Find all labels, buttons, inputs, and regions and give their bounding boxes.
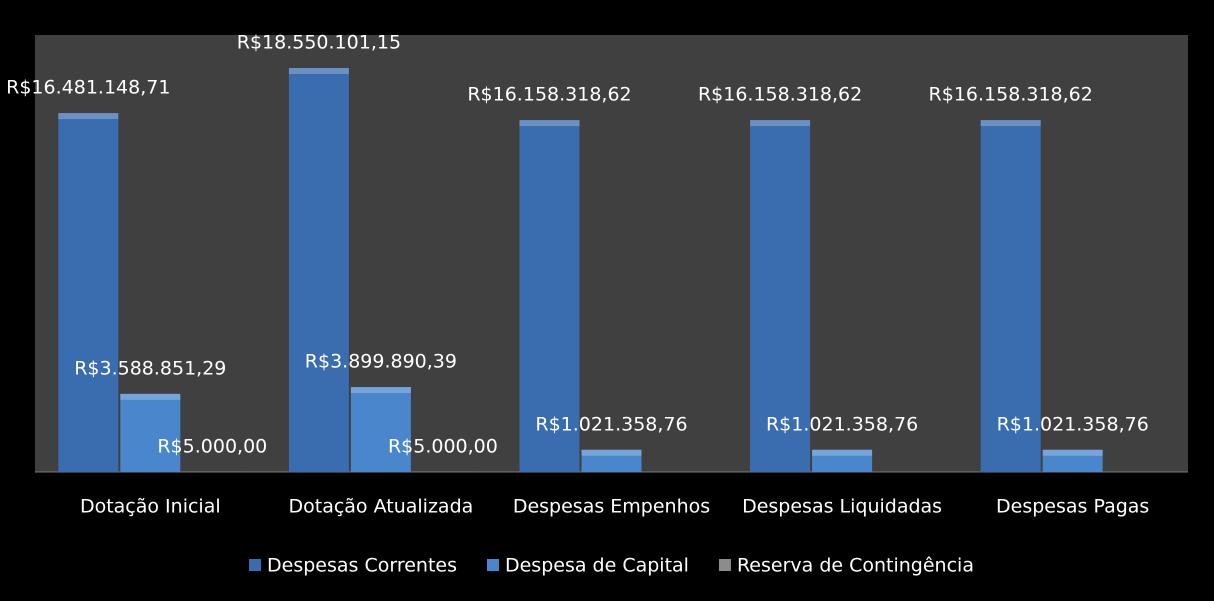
- legend-label: Despesas Correntes: [267, 555, 457, 577]
- bar-bevel: [519, 120, 580, 127]
- data-label: R$16.158.318,62: [698, 84, 862, 106]
- data-label: R$18.550.101,15: [237, 32, 401, 54]
- bar: [980, 120, 1041, 473]
- bar-bevel: [288, 68, 349, 74]
- x-tick-label: Despesas Empenhos: [513, 496, 710, 518]
- bar-bevel: [58, 113, 119, 120]
- x-tick-label: Dotação Inicial: [80, 496, 221, 518]
- bar-bevel: [1042, 449, 1103, 456]
- bar: [812, 449, 873, 472]
- bar-bevel: [812, 449, 873, 456]
- bar: [350, 387, 411, 472]
- legend-label: Reserva de Contingência: [737, 555, 974, 577]
- legend-swatch: [718, 559, 731, 571]
- legend-swatch: [486, 559, 499, 571]
- data-label: R$5.000,00: [157, 435, 267, 457]
- data-label: R$3.899.890,39: [305, 351, 457, 373]
- bar-bevel: [750, 120, 811, 127]
- bar: [120, 393, 181, 472]
- bar-bevel: [350, 387, 411, 394]
- x-tick-label: Despesas Pagas: [996, 496, 1149, 518]
- data-label: R$1.021.358,76: [535, 413, 687, 435]
- x-tick-label: Despesas Liquidadas: [742, 496, 942, 518]
- data-label: R$16.158.318,62: [467, 84, 631, 106]
- bar: [519, 120, 580, 473]
- bar: [581, 449, 642, 472]
- bar-bevel: [120, 393, 181, 400]
- x-tick-label: Dotação Atualizada: [289, 496, 474, 518]
- data-label: R$16.158.318,62: [929, 84, 1093, 106]
- bar: [1042, 449, 1103, 472]
- bar-bevel: [581, 449, 642, 456]
- data-label: R$1.021.358,76: [997, 413, 1149, 435]
- data-label: R$5.000,00: [388, 435, 498, 457]
- bar: [58, 113, 119, 472]
- bar-bevel: [980, 120, 1041, 127]
- bar: [288, 68, 349, 472]
- legend-label: Despesa de Capital: [505, 555, 689, 577]
- data-label: R$3.588.851,29: [74, 357, 226, 379]
- data-label: R$1.021.358,76: [766, 413, 918, 435]
- legend-swatch: [249, 559, 262, 571]
- bar: [750, 120, 811, 473]
- data-label: R$16.481.148,71: [6, 77, 170, 99]
